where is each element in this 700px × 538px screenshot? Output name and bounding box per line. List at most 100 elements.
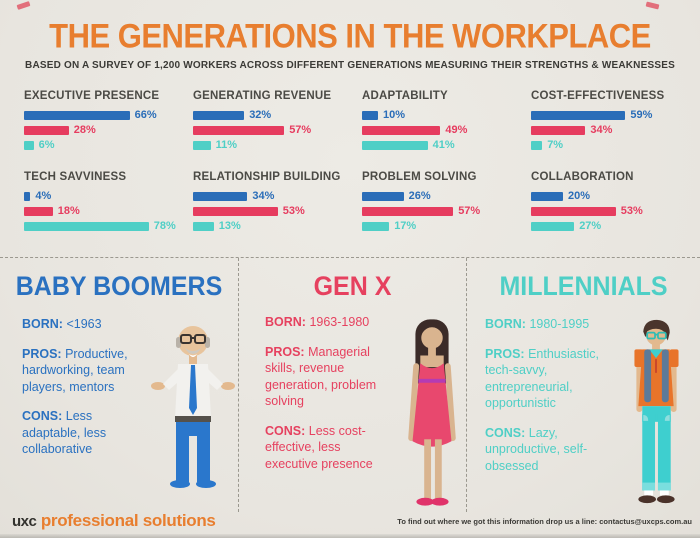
pros-label: PROS: — [265, 344, 305, 359]
page-title: THE GENERATIONS IN THE WORKPLACE — [49, 16, 651, 56]
generation-title: MILLENNIALS — [499, 271, 668, 302]
bar-row-gen-x: 28% — [24, 124, 190, 136]
skill-bar-chart: PROBLEM SOLVING 26% 57% 17% — [362, 171, 528, 236]
bar-value-label: 53% — [282, 205, 305, 217]
chart-title: RELATIONSHIP BUILDING — [193, 171, 341, 183]
born-value: <1963 — [66, 317, 102, 331]
bar-value-label: 6% — [38, 139, 55, 151]
bar-value-label: 41% — [432, 139, 455, 151]
bar-value-label: 57% — [458, 205, 481, 217]
bar — [193, 221, 214, 231]
pros-line: PROS: Enthusiastic, tech-savvy, entrepre… — [485, 346, 611, 412]
panel-millennials: MILLENNIALS BORN: 1980-1995 PROS: Enthus… — [466, 258, 700, 512]
cons-label: CONS: — [265, 423, 306, 438]
generations-section: BABY BOOMERS BORN: <1963 PROS: Productiv… — [0, 257, 700, 512]
bar-row-baby-boomers: 4% — [24, 191, 190, 202]
bar — [193, 110, 245, 120]
pros-line: PROS: Managerial skills, revenue generat… — [265, 344, 393, 410]
chart-title: PROBLEM SOLVING — [362, 171, 477, 183]
decorative-tape-mark — [645, 1, 660, 10]
decorative-tape-mark — [16, 1, 31, 10]
bar-row-gen-x: 34% — [531, 124, 697, 136]
bar-row-baby-boomers: 26% — [362, 190, 528, 202]
chart-title: TECH SAVVINESS — [24, 171, 127, 183]
young-man-illustration-icon — [633, 319, 679, 504]
baby-boomer-figure — [148, 316, 238, 494]
chart-bars: 10% 49% 41% — [362, 110, 528, 151]
bar — [531, 221, 575, 231]
woman-illustration-icon — [408, 319, 456, 506]
bar-value-label: 66% — [134, 109, 157, 121]
bar-row-millennials: 7% — [531, 139, 697, 151]
uxc-logo: uxc professional solutions — [12, 511, 216, 531]
chart-bars: 59% 34% 7% — [531, 109, 697, 151]
cons-line: CONS: Lazy, unproductive, self-obsessed — [485, 425, 611, 475]
bar-value-label: 26% — [408, 190, 431, 202]
cons-line: CONS: Less cost-effective, less executiv… — [265, 423, 393, 473]
bar — [531, 110, 626, 120]
bar — [531, 140, 543, 150]
bar-row-millennials: 17% — [362, 221, 528, 232]
skill-bar-chart: ADAPTABILITY 10% 49% 41% — [362, 90, 528, 155]
bar — [362, 110, 378, 120]
born-line: BORN: <1963 — [22, 316, 148, 333]
gen-x-figure — [393, 314, 471, 510]
chart-title: ADAPTABILITY — [362, 90, 448, 102]
born-value: 1980-1995 — [529, 317, 590, 331]
chart-bars: 4% 18% 78% — [24, 191, 190, 232]
panel-baby-boomers: BABY BOOMERS BORN: <1963 PROS: Productiv… — [0, 258, 238, 512]
bar — [24, 206, 53, 216]
generation-title: BABY BOOMERS — [15, 271, 223, 302]
bar-value-label: 59% — [630, 109, 653, 121]
bar-value-label: 32% — [249, 109, 272, 121]
skill-bar-chart: EXECUTIVE PRESENCE 66% 28% 6% — [24, 90, 190, 155]
bar — [362, 221, 390, 231]
cons-line: CONS: Less adaptable, less collaborative — [22, 408, 148, 458]
chart-title: COST-EFFECTIVENESS — [531, 90, 665, 102]
bar — [24, 221, 149, 231]
bar-value-label: 49% — [445, 124, 468, 136]
pros-label: PROS: — [22, 346, 62, 361]
bar — [531, 191, 563, 201]
born-label: BORN: — [265, 315, 306, 329]
bar-value-label: 18% — [57, 205, 80, 217]
bar — [193, 140, 211, 150]
page-subtitle: BASED ON A SURVEY OF 1,200 WORKERS ACROS… — [25, 60, 675, 71]
skills-charts-grid: EXECUTIVE PRESENCE 66% 28% 6% GENERATING R… — [24, 90, 699, 236]
chart-title: GENERATING REVENUE — [193, 90, 332, 102]
bar — [531, 206, 616, 216]
bar — [193, 206, 278, 216]
skill-bar-chart: COLLABORATION 20% 53% 27% — [531, 171, 697, 236]
bar-value-label: 34% — [590, 124, 613, 136]
chart-bars: 66% 28% 6% — [24, 109, 190, 151]
older-man-illustration-icon — [151, 326, 235, 488]
chart-title: COLLABORATION — [531, 171, 634, 183]
bar-value-label: 7% — [547, 139, 564, 151]
chart-bars: 32% 57% 11% — [193, 109, 359, 151]
skill-bar-chart: COST-EFFECTIVENESS 59% 34% 7% — [531, 90, 697, 155]
bar-row-gen-x: 18% — [24, 205, 190, 217]
generation-details: BORN: <1963 PROS: Productive, hardworkin… — [22, 316, 148, 494]
bar-value-label: 11% — [215, 139, 238, 151]
bar-value-label: 34% — [252, 190, 275, 202]
bar-value-label: 20% — [568, 190, 591, 202]
bar-value-label: 28% — [73, 124, 96, 136]
pros-line: PROS: Productive, hardworking, team play… — [22, 346, 148, 396]
generation-details: BORN: 1980-1995 PROS: Enthusiastic, tech… — [485, 316, 611, 512]
bar — [362, 206, 454, 216]
bar-row-millennials: 27% — [531, 221, 697, 232]
cons-value: Less cost-effective, less executive pres… — [265, 423, 373, 471]
bar — [24, 125, 69, 135]
bar-row-gen-x: 57% — [362, 205, 528, 217]
bar — [24, 191, 31, 201]
bar — [193, 191, 248, 201]
skill-bar-chart: RELATIONSHIP BUILDING 34% 53% 13% — [193, 171, 359, 236]
bar-row-baby-boomers: 32% — [193, 109, 359, 121]
millennial-figure — [611, 316, 700, 512]
bottom-edge-strip — [0, 534, 700, 538]
born-line: BORN: 1980-1995 — [485, 316, 611, 333]
bar-value-label: 13% — [218, 220, 241, 232]
generation-details: BORN: 1963-1980 PROS: Managerial skills,… — [265, 314, 393, 510]
born-line: BORN: 1963-1980 — [265, 314, 393, 331]
